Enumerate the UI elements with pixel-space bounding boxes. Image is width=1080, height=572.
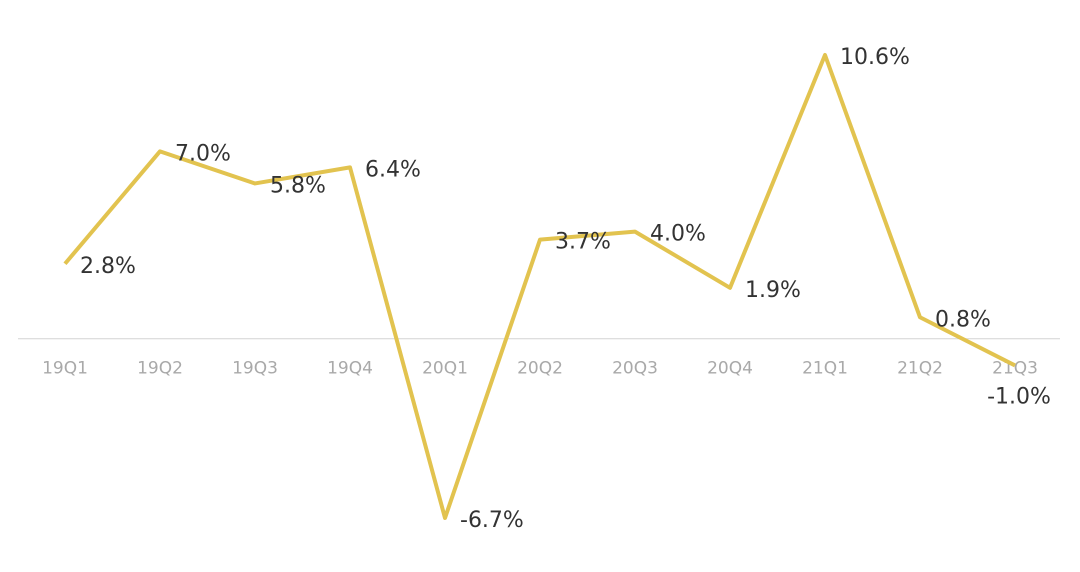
data-label: -6.7% [460, 508, 524, 533]
data-label: -1.0% [987, 384, 1051, 409]
x-tick-label: 20Q3 [612, 359, 658, 379]
data-label: 5.8% [270, 173, 326, 198]
x-tick-label: 20Q4 [707, 359, 753, 379]
data-label: 4.0% [650, 222, 706, 247]
data-line [63, 53, 1016, 520]
x-tick-label: 19Q1 [42, 359, 88, 379]
data-label: 2.8% [80, 254, 136, 279]
data-label: 3.7% [555, 230, 611, 255]
data-label: 6.4% [365, 157, 421, 182]
x-tick-label: 21Q1 [802, 359, 848, 379]
x-tick-label: 20Q2 [517, 359, 563, 379]
x-tick-label: 21Q2 [897, 359, 943, 379]
data-label: 7.0% [175, 141, 231, 166]
x-tick-label: 19Q3 [232, 359, 278, 379]
data-label: 10.6% [840, 45, 910, 70]
data-label: 0.8% [935, 307, 991, 332]
data-label: 1.9% [745, 278, 801, 303]
x-tick-label: 20Q1 [422, 359, 468, 379]
x-tick-label: 19Q2 [137, 359, 183, 379]
x-tick-label: 21Q3 [992, 359, 1038, 379]
x-tick-label: 19Q4 [327, 359, 373, 379]
